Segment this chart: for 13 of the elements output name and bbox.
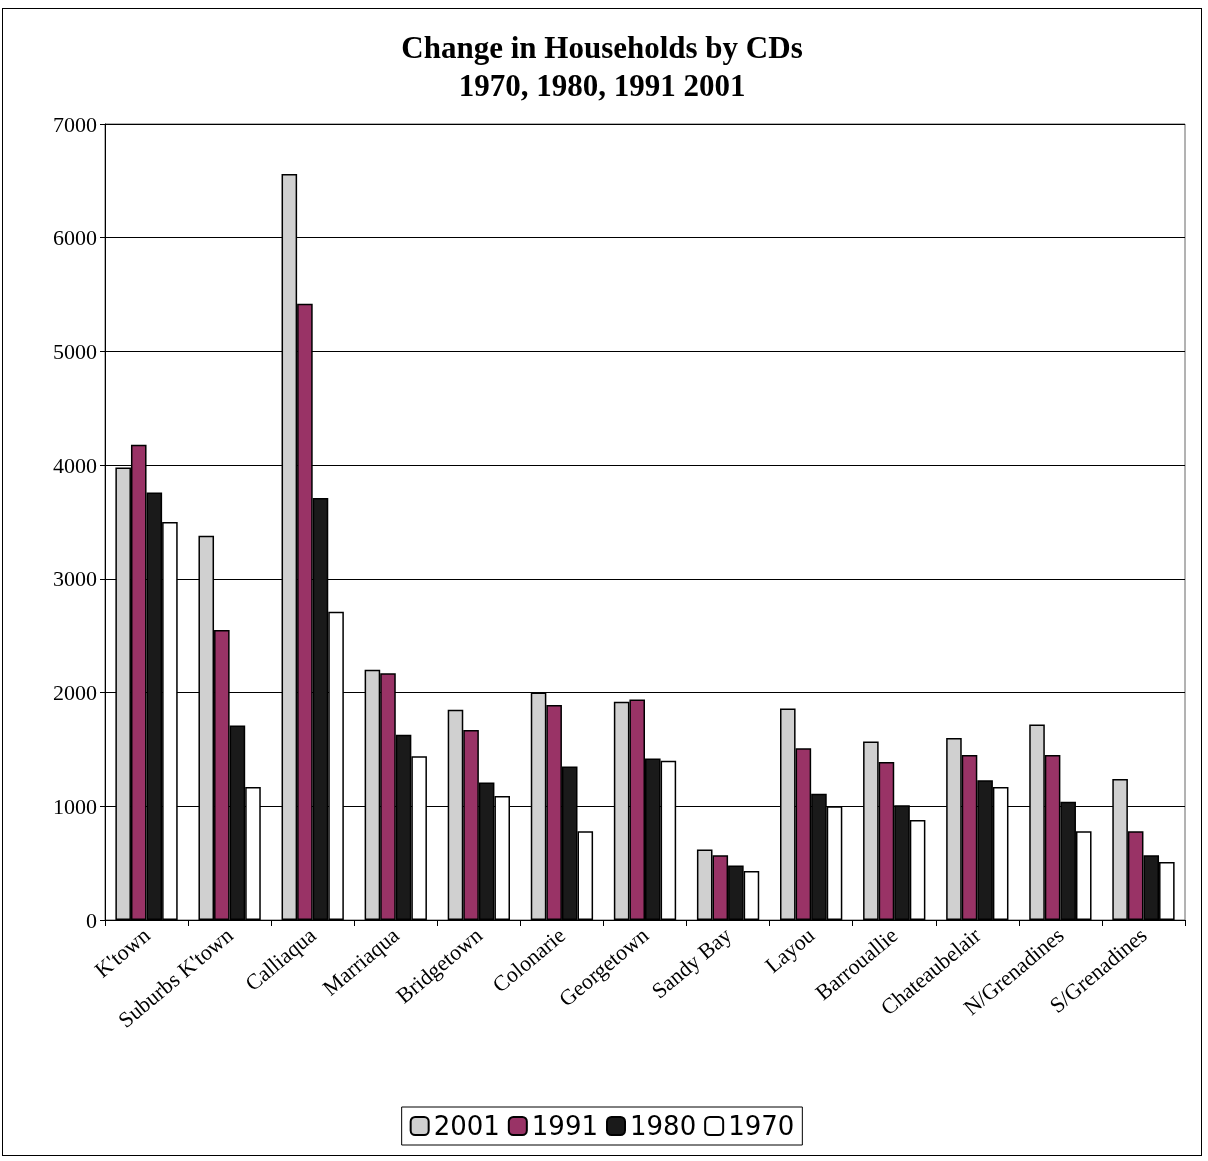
chart-title: Change in Households by CDs 1970, 1980, 1991 2001 [401,29,803,103]
y-tick-label: 5000 [53,338,97,364]
y-tick-label: 2000 [53,680,97,706]
legend-label: 1980 [630,1111,697,1141]
y-tick-label: 7000 [53,111,97,137]
legend-label: 2001 [433,1111,500,1141]
y-tick-label: 4000 [53,452,97,478]
legend-label: 1970 [728,1111,795,1141]
legend-label: 1991 [531,1111,598,1141]
y-tick-label: 3000 [53,566,97,592]
y-tick-label: 1000 [53,793,97,819]
y-tick-label: 6000 [53,225,97,251]
y-tick-label: 0 [86,907,97,933]
